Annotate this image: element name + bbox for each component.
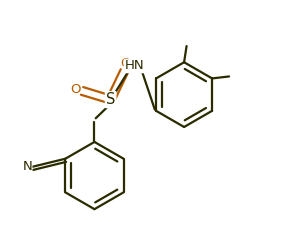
Text: HN: HN xyxy=(125,60,144,72)
Text: O: O xyxy=(120,58,131,70)
Text: N: N xyxy=(22,160,32,173)
Text: O: O xyxy=(70,83,80,96)
Text: S: S xyxy=(106,92,115,107)
